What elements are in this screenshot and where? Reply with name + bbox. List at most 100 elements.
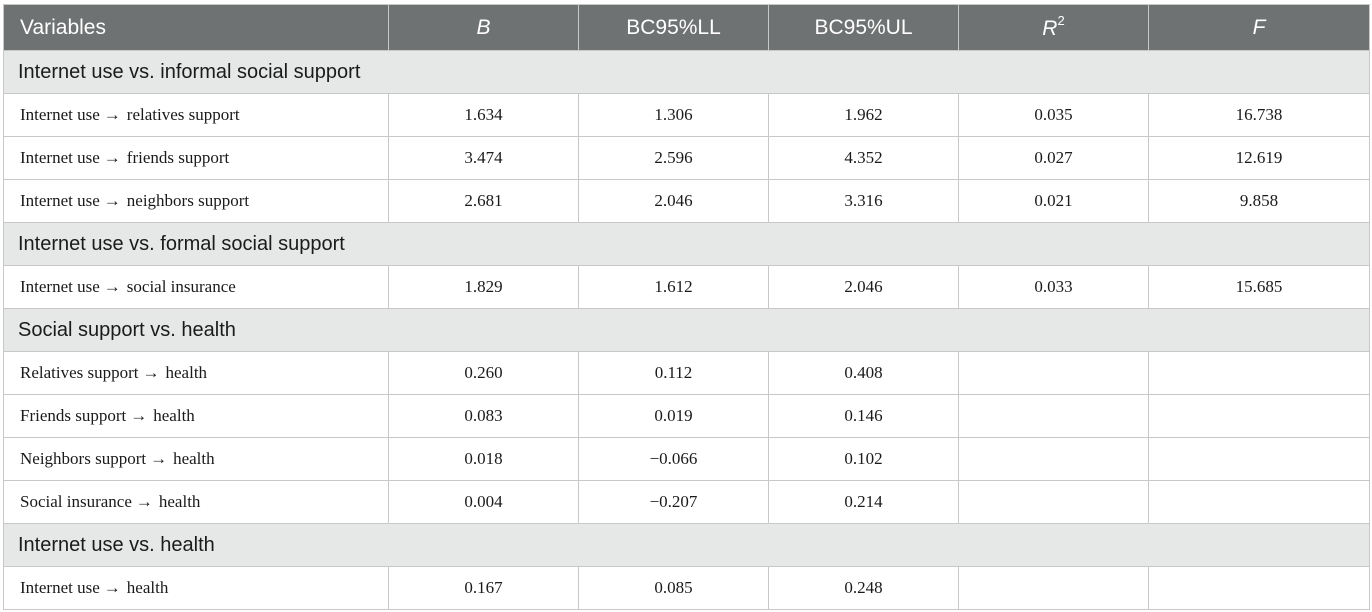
r2-cell: 0.033 [958,265,1149,309]
header-f: F [1148,4,1370,51]
ul-cell: 2.046 [768,265,959,309]
variable-cell: Internet use → neighbors support [3,179,389,223]
ll-cell: 0.019 [578,394,769,438]
section-title: Internet use vs. health [3,523,1370,567]
ul-cell: 4.352 [768,136,959,180]
ul-cell: 0.146 [768,394,959,438]
variable-cell: Social insurance → health [3,480,389,524]
arrow-icon: → [103,578,121,597]
table-row: Internet use → friends support 3.474 2.596 4.… [3,136,1370,180]
b-cell: 2.681 [388,179,579,223]
path-from: Internet use [20,105,100,124]
ll-cell: 1.306 [578,93,769,137]
f-cell [1148,480,1370,524]
f-cell: 16.738 [1148,93,1370,137]
path-to: health [153,406,195,425]
b-cell: 1.634 [388,93,579,137]
table-body: Internet use vs. informal social support… [3,50,1370,610]
section-title: Social support vs. health [3,308,1370,352]
ll-cell: −0.207 [578,480,769,524]
r2-cell: 0.035 [958,93,1149,137]
r2-cell [958,437,1149,481]
section-title: Internet use vs. informal social support [3,50,1370,94]
r2-cell [958,566,1149,610]
path-from: Friends support [20,406,127,425]
arrow-icon: → [103,148,121,167]
f-cell: 12.619 [1148,136,1370,180]
b-cell: 0.004 [388,480,579,524]
path-from: Neighbors support [20,449,147,468]
ll-cell: 2.046 [578,179,769,223]
arrow-icon: → [150,449,168,468]
ul-cell: 0.214 [768,480,959,524]
f-cell [1148,566,1370,610]
path-from: Relatives support [20,363,139,382]
path-to: health [158,492,201,511]
table-row: Internet use → health 0.167 0.085 0.248 [3,566,1370,610]
arrow-icon: → [103,191,121,210]
path-from: Social insurance [20,492,132,511]
ll-cell: 1.612 [578,265,769,309]
ul-cell: 3.316 [768,179,959,223]
b-cell: 0.167 [388,566,579,610]
path-to: social insurance [126,277,236,296]
header-ll: BC95%LL [578,4,769,51]
r2-cell [958,480,1149,524]
header-row: Variables B BC95%LL BC95%UL R2 F [3,4,1370,51]
ll-cell: 0.085 [578,566,769,610]
ll-cell: 2.596 [578,136,769,180]
table-row: Friends support → health 0.083 0.019 0.146 [3,394,1370,438]
header-variables: Variables [3,4,389,51]
path-from: Internet use [20,191,100,210]
header-ul: BC95%UL [768,4,959,51]
ll-cell: 0.112 [578,351,769,395]
f-cell [1148,437,1370,481]
arrow-icon: → [130,406,148,425]
b-cell: 1.829 [388,265,579,309]
b-cell: 0.018 [388,437,579,481]
r2-cell [958,351,1149,395]
arrow-icon: → [103,105,121,124]
results-table: Variables B BC95%LL BC95%UL R2 F Interne… [3,4,1370,610]
table-header: Variables B BC95%LL BC95%UL R2 F [3,4,1370,51]
header-r2: R2 [958,4,1149,51]
table-row: Internet use → relatives support 1.634 1.306… [3,93,1370,137]
variable-cell: Internet use → friends support [3,136,389,180]
arrow-icon: → [103,277,121,296]
r2-cell: 0.027 [958,136,1149,180]
table-row: Internet use → social insurance 1.829 1.612 2… [3,265,1370,309]
path-from: Internet use [20,578,100,597]
ul-cell: 0.102 [768,437,959,481]
variable-cell: Relatives support → health [3,351,389,395]
arrow-icon: → [142,363,160,382]
section-row: Internet use vs. informal social support [3,50,1370,94]
ul-cell: 1.962 [768,93,959,137]
section-row: Social support vs. health [3,308,1370,352]
section-row: Internet use vs. health [3,523,1370,567]
variable-cell: Friends support → health [3,394,389,438]
section-row: Internet use vs. formal social support [3,222,1370,266]
header-r2-sup: 2 [1057,12,1065,28]
header-b: B [388,4,579,51]
b-cell: 0.083 [388,394,579,438]
table-row: Social insurance → health 0.004 −0.207 0.214 [3,480,1370,524]
ll-cell: −0.066 [578,437,769,481]
ul-cell: 0.248 [768,566,959,610]
path-to: neighbors support [126,191,250,210]
variable-cell: Internet use → health [3,566,389,610]
f-cell: 9.858 [1148,179,1370,223]
path-to: relatives support [126,105,240,124]
r2-cell: 0.021 [958,179,1149,223]
b-cell: 3.474 [388,136,579,180]
path-to: health [165,363,208,382]
f-cell [1148,351,1370,395]
table-row: Relatives support → health 0.260 0.112 0.408 [3,351,1370,395]
variable-cell: Neighbors support → health [3,437,389,481]
table-row: Internet use → neighbors support 2.681 2.046… [3,179,1370,223]
section-title: Internet use vs. formal social support [3,222,1370,266]
ul-cell: 0.408 [768,351,959,395]
arrow-icon: → [135,492,153,511]
variable-cell: Internet use → relatives support [3,93,389,137]
path-from: Internet use [20,148,100,167]
f-cell: 15.685 [1148,265,1370,309]
